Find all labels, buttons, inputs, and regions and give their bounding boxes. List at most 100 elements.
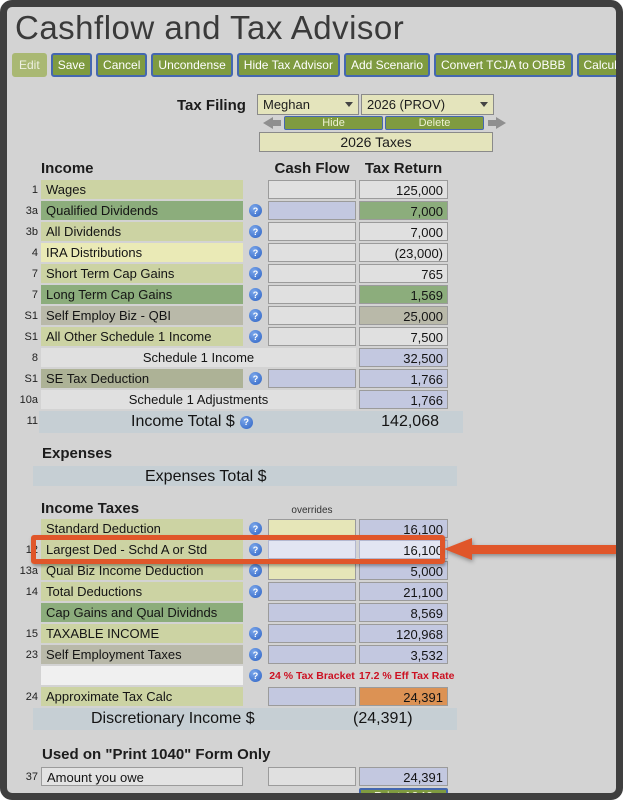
help-icon[interactable]: ?: [249, 225, 262, 238]
add-scenario-button[interactable]: Add Scenario: [343, 53, 430, 77]
expenses-heading: Expenses: [42, 445, 113, 462]
uncondense-button[interactable]: Uncondense: [151, 53, 233, 77]
highlighted-row-wrapper: 12 Largest Ded - Schd A or Std ? 16,100: [7, 535, 616, 564]
hide-button[interactable]: Hide: [284, 116, 383, 130]
row-label: Wages: [41, 180, 243, 199]
print1040-heading: Used on "Print 1040" Form Only: [42, 746, 271, 763]
cash-flow-cell[interactable]: [268, 603, 356, 622]
help-icon[interactable]: ?: [249, 288, 262, 301]
tax-return-cell: 3,532: [359, 645, 448, 664]
tax-return-cell: 1,569: [359, 285, 448, 304]
help-icon[interactable]: ?: [249, 648, 262, 661]
print-button-row: Print 1040: [12, 788, 616, 793]
help-icon[interactable]: ?: [249, 372, 262, 385]
save-button[interactable]: Save: [50, 53, 93, 77]
row-number: 37: [25, 771, 38, 783]
help-icon[interactable]: ?: [239, 415, 253, 429]
row-qualified-dividends: 3a Qualified Dividends ? 7,000: [12, 201, 616, 220]
row-label: Standard Deduction: [41, 519, 243, 538]
income-taxes-heading: Income Taxes: [41, 500, 140, 517]
tax-return-cell: 1,766: [359, 369, 448, 388]
cash-flow-override-cell[interactable]: [268, 519, 356, 538]
row-number: 12: [25, 544, 38, 556]
row-number: 3b: [25, 226, 38, 238]
help-icon[interactable]: ?: [249, 585, 262, 598]
row-label: Schedule 1 Adjustments: [41, 390, 356, 409]
help-icon[interactable]: ?: [249, 522, 262, 535]
row-label: Self Employ Biz - QBI: [41, 306, 243, 325]
next-scenario-arrow-icon[interactable]: [488, 117, 506, 129]
help-icon[interactable]: ?: [249, 309, 262, 322]
row-number: 13a: [19, 565, 38, 577]
cash-flow-cell[interactable]: [268, 285, 356, 304]
row-self-employ-biz-qbi: S1 Self Employ Biz - QBI ? 25,000: [12, 306, 616, 325]
row-label: All Dividends: [41, 222, 243, 241]
row-all-other-schedule1-income: S1 All Other Schedule 1 Income ? 7,500: [12, 327, 616, 346]
row-number: S1: [24, 310, 38, 322]
tax-return-cell: 7,000: [359, 222, 448, 241]
person-select[interactable]: Meghan: [257, 94, 359, 115]
tax-return-cell: 7,000: [359, 201, 448, 220]
year-select[interactable]: 2026 (PROV): [361, 94, 494, 115]
tax-return-cell: 24,391: [359, 687, 448, 706]
help-icon[interactable]: ?: [249, 330, 262, 343]
row-label: SE Tax Deduction: [41, 369, 243, 388]
calculate-button[interactable]: Calculate: [576, 53, 616, 77]
cash-flow-cell[interactable]: [268, 306, 356, 325]
help-icon[interactable]: ?: [249, 564, 262, 577]
row-label: Total Deductions: [41, 582, 243, 601]
convert-tcja-obbb-button[interactable]: Convert TCJA to OBBB: [434, 53, 573, 77]
row-all-dividends: 3b All Dividends ? 7,000: [12, 222, 616, 241]
help-icon[interactable]: ?: [249, 267, 262, 280]
row-label: Qual Biz Income Deduction: [41, 561, 243, 580]
discretionary-income-row: Discretionary Income $ (24,391): [33, 708, 457, 730]
cash-flow-cell[interactable]: [268, 201, 356, 220]
help-icon[interactable]: ?: [249, 246, 262, 259]
delete-button[interactable]: Delete: [385, 116, 484, 130]
help-icon[interactable]: ?: [249, 543, 262, 556]
cash-flow-cell[interactable]: [268, 687, 356, 706]
discretionary-income-value: (24,391): [353, 710, 413, 727]
edit-button[interactable]: Edit: [12, 53, 47, 77]
tax-filing-label: Tax Filing: [177, 97, 246, 114]
row-number: 1: [31, 184, 38, 196]
help-icon[interactable]: ?: [249, 204, 262, 217]
cash-flow-cell[interactable]: [268, 327, 356, 346]
cash-flow-cell[interactable]: [268, 540, 356, 559]
tax-return-cell: 125,000: [359, 180, 448, 199]
cash-flow-cell[interactable]: [268, 264, 356, 283]
scenario-title: 2026 Taxes: [259, 132, 493, 152]
cash-flow-cell[interactable]: [268, 369, 356, 388]
row-tax-bracket-note: ? 24 % Tax Bracket 17.2 % Eff Tax Rate: [12, 666, 616, 685]
tax-filing-cluster: Tax Filing Meghan 2026 (PROV) Hide Delet…: [7, 94, 616, 154]
cash-flow-override-cell[interactable]: [268, 561, 356, 580]
row-schedule1-adjustments: 10a Schedule 1 Adjustments 1,766: [12, 390, 616, 409]
cash-flow-cell[interactable]: [268, 222, 356, 241]
year-select-value: 2026 (PROV): [367, 97, 446, 112]
row-label: Long Term Cap Gains: [41, 285, 243, 304]
row-number: 24: [25, 691, 38, 703]
discretionary-income-label: Discretionary Income $: [91, 710, 255, 727]
cancel-button[interactable]: Cancel: [96, 53, 148, 77]
cash-flow-cell[interactable]: [268, 243, 356, 262]
print-1040-button[interactable]: Print 1040: [359, 788, 448, 793]
prev-scenario-arrow-icon[interactable]: [263, 117, 281, 129]
chevron-down-icon: [480, 102, 488, 107]
row-number: 8: [31, 352, 38, 364]
row-number: [12, 519, 38, 538]
cash-flow-cell[interactable]: [268, 645, 356, 664]
expenses-total-label: Expenses Total $: [145, 468, 267, 485]
row-long-term-cap-gains: 7 Long Term Cap Gains ? 1,569: [12, 285, 616, 304]
cash-flow-cell[interactable]: [268, 582, 356, 601]
row-number: 4: [31, 247, 38, 259]
row-taxable-income: 15 TAXABLE INCOME ? 120,968: [12, 624, 616, 643]
row-number: 11: [26, 415, 38, 427]
help-icon[interactable]: ?: [249, 627, 262, 640]
row-ira-distributions: 4 IRA Distributions ? (23,000): [12, 243, 616, 262]
cash-flow-cell[interactable]: [268, 767, 356, 786]
hide-tax-advisor-button[interactable]: Hide Tax Advisor: [236, 53, 340, 77]
help-icon[interactable]: ?: [249, 669, 262, 682]
row-label: Largest Ded - Schd A or Std: [41, 540, 243, 559]
cash-flow-cell[interactable]: [268, 624, 356, 643]
cash-flow-cell[interactable]: [268, 180, 356, 199]
